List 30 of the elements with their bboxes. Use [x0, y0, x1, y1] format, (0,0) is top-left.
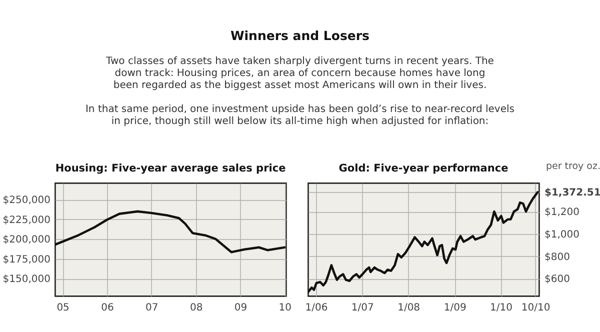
x-tick-label: 05 — [56, 302, 70, 314]
y-tick-label: $175,000 — [2, 254, 50, 266]
text: Two classes of assets have taken sharply divergent turns in recent years. The down track: Housing prices, an area of concern because homes have long been regarded as the biggest asset most Americans will own in their lives. — [105, 56, 495, 92]
x-tick-label: 08 — [190, 302, 203, 314]
line-series — [55, 210, 286, 254]
chart-title: Housing: Five-year average sales price — [55, 162, 286, 174]
y2-tick-label: $1,200 — [544, 207, 580, 218]
y-tick-label: $250,000 — [2, 195, 50, 206]
x-tick-label: 1/06 — [305, 302, 328, 314]
text: In that same period, one investment upside has been gold’s rise to near-record levels in price, though still well below its all-time high when adjusted for inflation: — [85, 104, 515, 128]
x-tick-label: 1/09 — [444, 302, 466, 314]
x-tick-label: 1/07 — [351, 302, 374, 314]
chart-title: Gold: Five-year performance — [338, 162, 508, 174]
y2-axis-title: per troy oz. — [546, 161, 600, 172]
x-tick-label: 07 — [146, 302, 158, 314]
y-tick-label: $225,000 — [2, 214, 50, 226]
y2-tick-label: $1,372.51 — [544, 188, 600, 199]
y-tick-label: $150,000 — [2, 274, 50, 286]
x-tick-label: 1/10 — [490, 302, 513, 314]
y2-tick-label: $1,000 — [544, 229, 580, 240]
text: Winners and Losers — [229, 28, 370, 43]
x-tick-label: 10 — [278, 302, 292, 314]
y2-tick-label: $800 — [544, 252, 570, 263]
x-tick-label: 10/10 — [521, 302, 550, 314]
y2-tick-label: $600 — [544, 274, 570, 286]
y-tick-label: $200,000 — [2, 234, 50, 246]
line-series — [308, 191, 539, 294]
x-tick-label: 09 — [234, 302, 248, 314]
x-tick-label: 06 — [101, 302, 114, 314]
x-tick-label: 1/08 — [398, 302, 420, 314]
